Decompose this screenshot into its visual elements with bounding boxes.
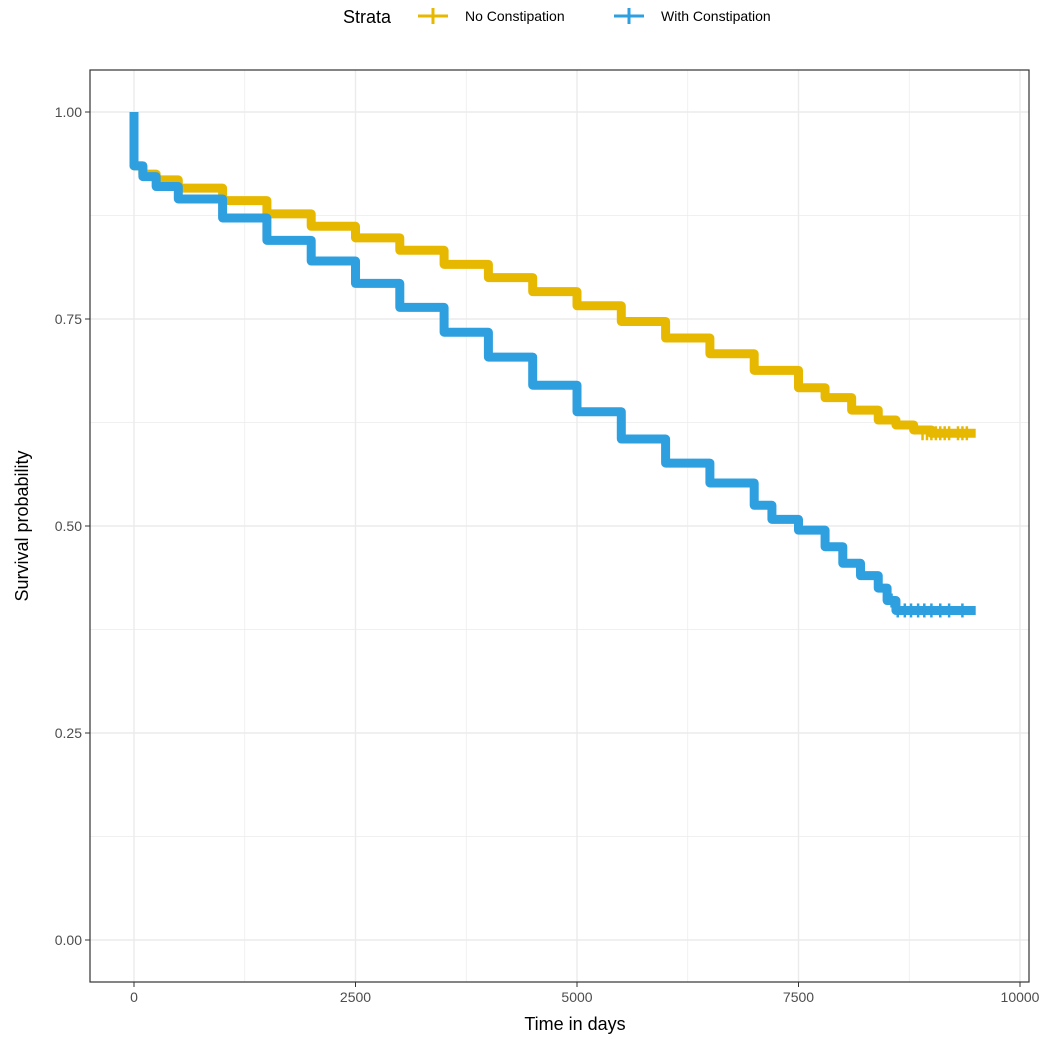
y-axis-title: Survival probability bbox=[12, 450, 32, 601]
censor-mark-no-constipation bbox=[960, 426, 973, 441]
x-tick-label: 7500 bbox=[783, 989, 814, 1005]
survival-curves bbox=[129, 112, 976, 615]
x-axis-title: Time in days bbox=[524, 1014, 625, 1034]
survival-curve-no-constipation bbox=[129, 112, 976, 438]
x-tick-label: 5000 bbox=[561, 989, 592, 1005]
x-axis: 0 2500 5000 7500 10000 bbox=[130, 982, 1040, 1005]
y-tick-label: 0.75 bbox=[55, 311, 82, 327]
legend-label-with-constipation: With Constipation bbox=[661, 8, 771, 24]
censor-marks bbox=[885, 426, 973, 618]
y-tick-label: 0.50 bbox=[55, 518, 82, 534]
censor-mark-with-constipation bbox=[943, 603, 956, 618]
y-tick-label: 0.00 bbox=[55, 932, 82, 948]
x-tick-label: 10000 bbox=[1001, 989, 1040, 1005]
y-axis: 0.00 0.25 0.50 0.75 1.00 bbox=[55, 104, 90, 948]
x-tick-label: 2500 bbox=[340, 989, 371, 1005]
legend-title: Strata bbox=[343, 7, 392, 27]
x-tick-label: 0 bbox=[130, 989, 138, 1005]
censor-mark-with-constipation bbox=[956, 603, 969, 618]
survival-curve-with-constipation bbox=[129, 112, 976, 615]
legend-key-no-constipation bbox=[418, 8, 448, 24]
y-tick-label: 1.00 bbox=[55, 104, 82, 120]
grid-lines bbox=[90, 70, 1029, 982]
censor-mark-with-constipation bbox=[885, 593, 898, 608]
legend: Strata No Constipation With Constipation bbox=[343, 7, 771, 27]
legend-label-no-constipation: No Constipation bbox=[465, 8, 565, 24]
legend-key-with-constipation bbox=[614, 8, 644, 24]
y-tick-label: 0.25 bbox=[55, 725, 82, 741]
